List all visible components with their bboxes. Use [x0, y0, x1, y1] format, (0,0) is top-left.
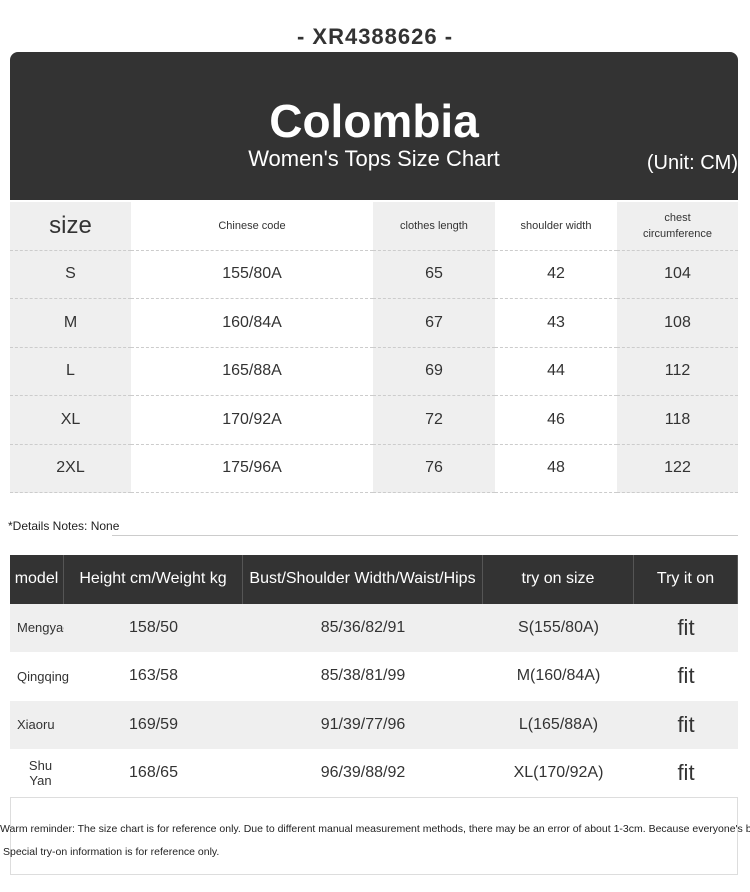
table-cell: 65: [373, 250, 495, 299]
table-cell: 91/39/77/96: [243, 700, 483, 749]
table-cell: S(155/80A): [483, 603, 634, 652]
column-header: Height cm/Weight kg: [64, 555, 243, 604]
table-cell: XL(170/92A): [513, 764, 604, 782]
notes: *Details Notes: None: [8, 519, 120, 533]
reminder-box: [10, 797, 738, 875]
table-cell: fit: [634, 603, 738, 652]
reminder: Warm reminder: The size chart is for ref…: [0, 823, 750, 835]
product-code: - XR4388626 -: [296, 24, 454, 49]
column-header: shoulder width: [495, 202, 617, 251]
table-cell: 96/39/88/92: [320, 764, 406, 782]
table-cell: Shu Yan: [28, 758, 53, 789]
table-cell: 76: [373, 444, 495, 493]
table-cell: 155/80A: [131, 251, 373, 299]
table-cell: L(165/88A): [483, 700, 634, 749]
table-cell: Xiaoru: [10, 700, 64, 749]
subtitle: Women's Tops Size Chart: [248, 146, 500, 171]
table-cell: 160/84A: [131, 299, 373, 348]
header-banner: Colombia Women's Tops Size Chart (Unit: …: [10, 52, 738, 200]
table-cell: fit: [677, 760, 695, 786]
table-cell: XL: [10, 396, 131, 445]
table-cell: 169/59: [64, 700, 243, 749]
column-header: try on size: [483, 555, 634, 604]
column-header: Bust/Shoulder Width/Waist/Hips: [243, 555, 483, 604]
table-cell: 67: [373, 299, 495, 348]
divider: [112, 535, 738, 536]
table-cell: 85/38/81/99: [320, 667, 406, 685]
table-cell: 43: [495, 299, 617, 348]
table-cell: 108: [617, 299, 738, 348]
table-cell: fit: [634, 700, 738, 749]
column-header: model: [10, 555, 64, 604]
column-header: clothes length: [373, 202, 495, 251]
table-cell: 168/65: [129, 764, 178, 782]
table-cell: 69: [373, 347, 495, 396]
unit: (Unit: CM): [646, 152, 738, 174]
table-cell: 163/58: [129, 667, 178, 685]
table-cell: 165/88A: [131, 348, 373, 396]
column-header: Chinese code: [131, 202, 373, 251]
table-cell: 158/50: [64, 603, 243, 652]
table-cell: 2XL: [10, 444, 131, 493]
column-header: size: [10, 202, 131, 251]
table-cell: 46: [495, 396, 617, 445]
column-header: Try it on: [634, 555, 738, 604]
size-table: size Chinese code clothes length shoulder w…: [10, 202, 738, 493]
table-cell: 122: [617, 444, 738, 493]
table-cell: 42: [495, 251, 617, 299]
table-cell: 72: [373, 396, 495, 445]
table-cell: L: [10, 347, 131, 396]
table-cell: M: [10, 299, 131, 348]
column-header: chest circumference: [617, 202, 738, 251]
reminder: Special try-on information is for refere…: [3, 846, 220, 858]
brand: Colombia: [269, 95, 479, 147]
table-cell: Qingqing: [17, 668, 70, 684]
table-cell: 112: [617, 347, 738, 396]
model-table: model Height cm/Weight kg Bust/Shoulder Wi…: [10, 555, 738, 798]
table-cell: 118: [617, 396, 738, 445]
table-cell: 104: [617, 250, 738, 299]
table-cell: S: [10, 250, 131, 299]
table-cell: Mengyao: [10, 603, 70, 652]
table-cell: 175/96A: [131, 445, 373, 493]
table-cell: 170/92A: [131, 396, 373, 445]
table-cell: 85/36/82/91: [243, 603, 483, 652]
table-cell: 48: [495, 445, 617, 493]
table-cell: fit: [677, 663, 695, 689]
table-cell: M(160/84A): [516, 667, 601, 685]
table-cell: 44: [495, 348, 617, 396]
